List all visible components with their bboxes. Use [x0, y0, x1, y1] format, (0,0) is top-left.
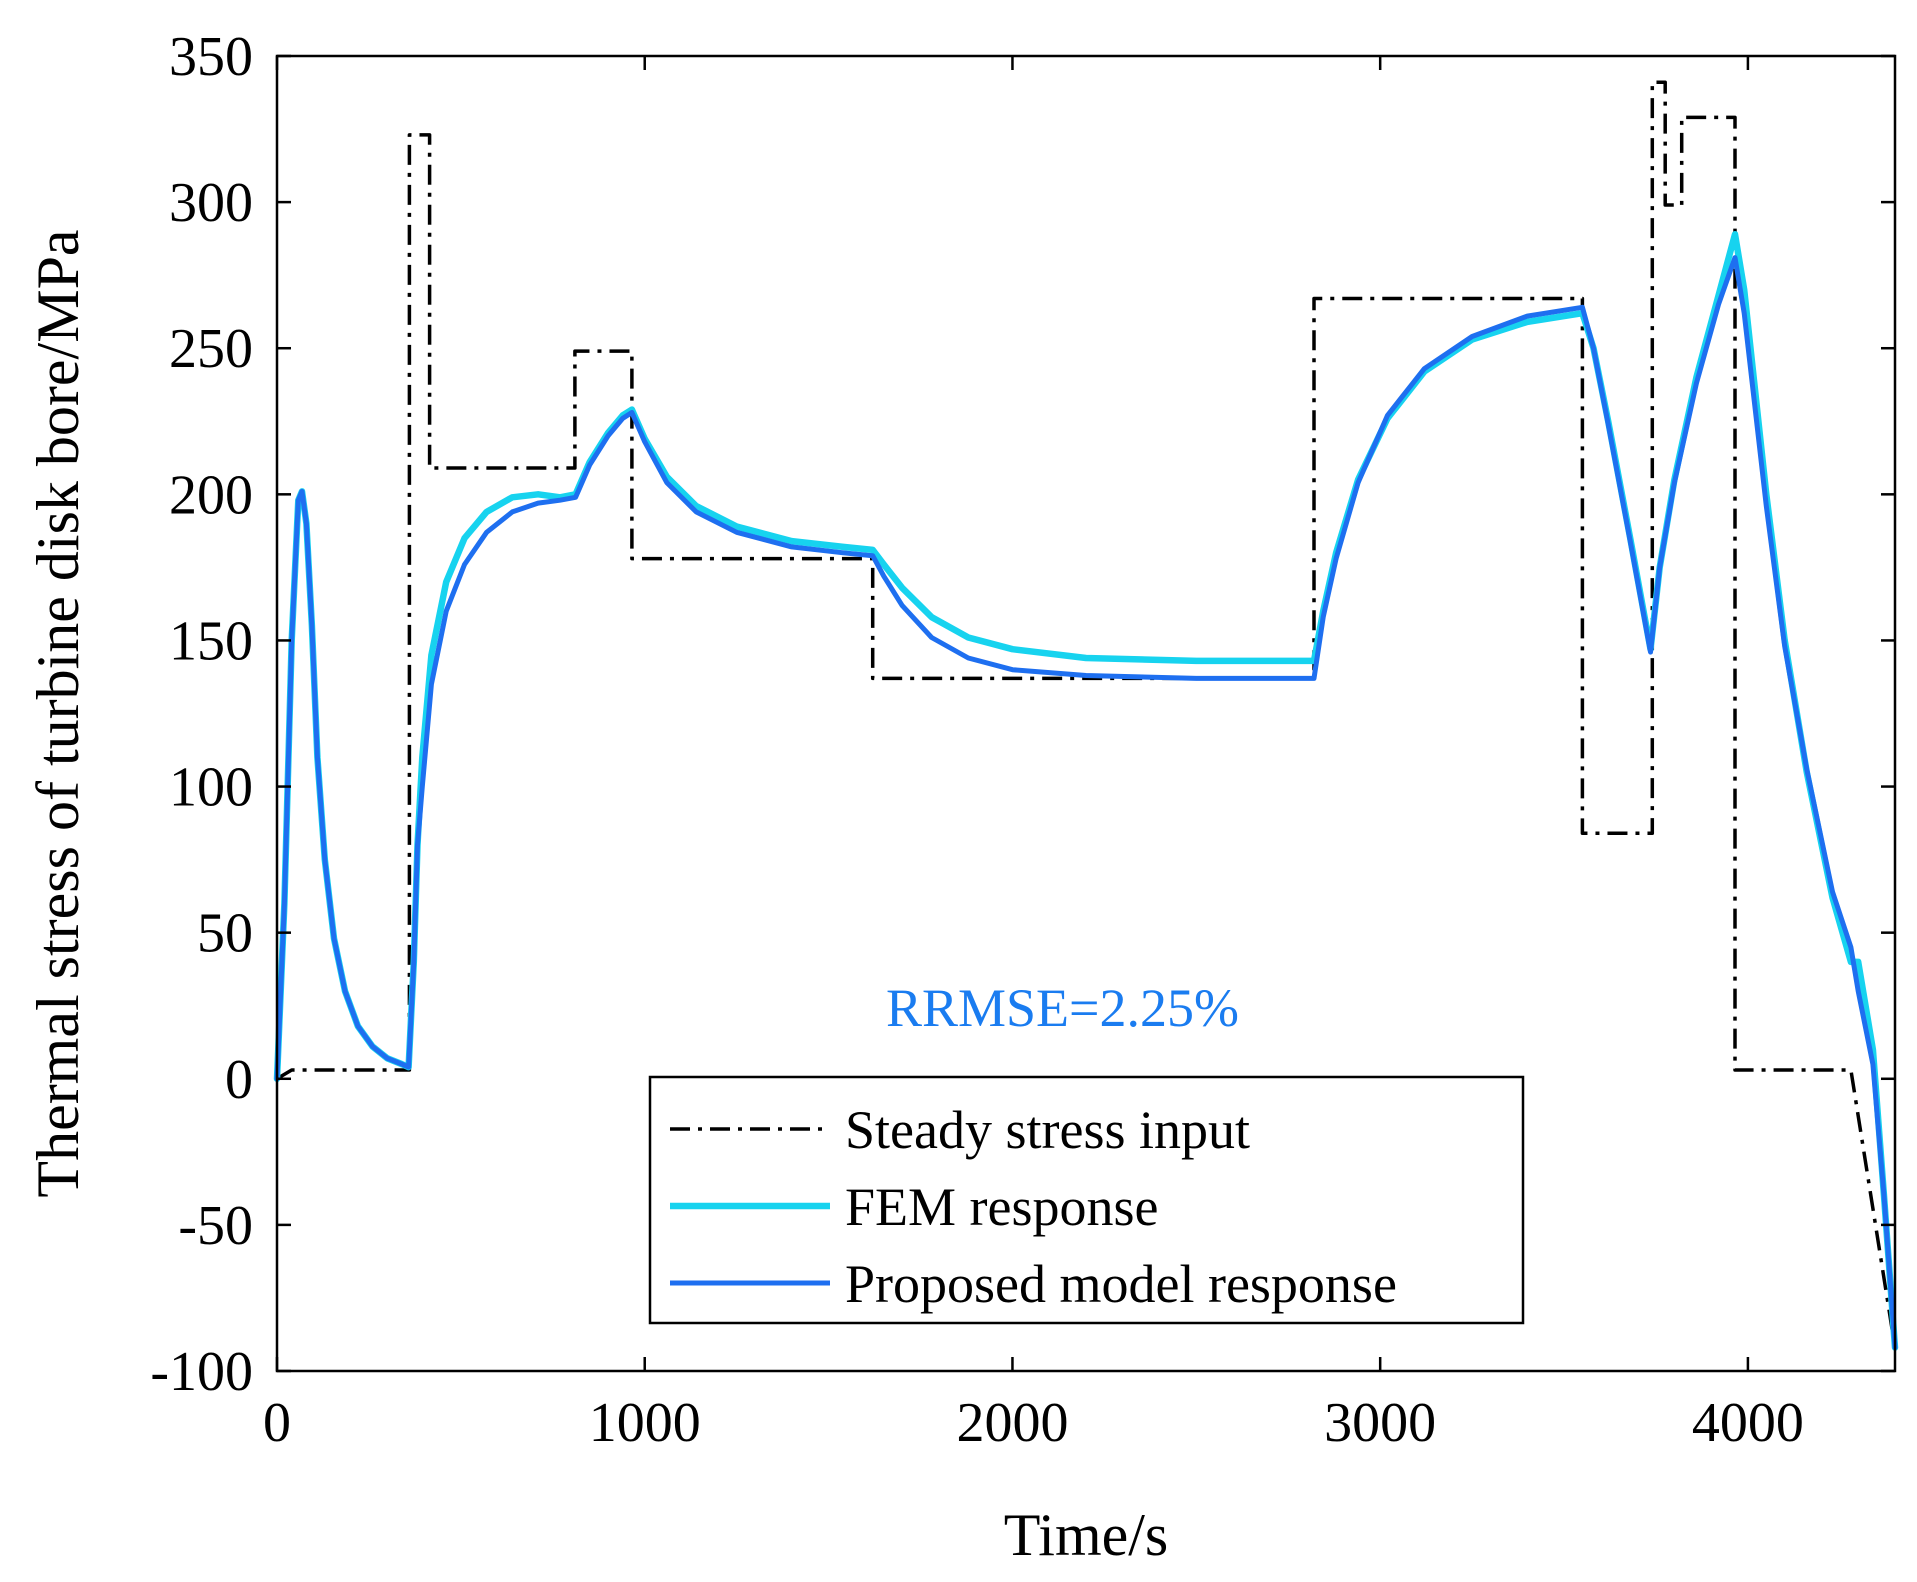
x-axis-label: Time/s	[1004, 1502, 1169, 1568]
series-layer	[273, 80, 1899, 1351]
y-tick-label: 0	[225, 1049, 253, 1111]
y-tick-label: 250	[169, 318, 253, 380]
y-tick-label: 300	[169, 172, 253, 234]
y-tick-label: 100	[169, 757, 253, 819]
x-axis-ticks: 0 1000 2000 3000 4000	[263, 56, 1804, 1454]
y-tick-label: 350	[169, 26, 253, 88]
y-axis-ticks: -100 -50 0 50 100 150 200 250 300 350	[150, 26, 1895, 1403]
y-tick-label: 200	[169, 464, 253, 526]
x-tick-label: 4000	[1692, 1392, 1804, 1454]
x-tick-label: 2000	[956, 1392, 1068, 1454]
y-tick-label: 50	[197, 903, 253, 965]
y-tick-label: -100	[150, 1341, 253, 1403]
legend: Steady stress input FEM response Proposed …	[648, 1075, 1525, 1325]
legend-label: Proposed model response	[845, 1254, 1397, 1314]
y-axis-label: Thermal stress of turbine disk bore/MPa	[25, 229, 91, 1197]
plot-frame	[275, 54, 1897, 1373]
y-tick-label: -50	[178, 1195, 253, 1257]
rrmse-annotation: RRMSE=2.25%	[886, 978, 1239, 1038]
x-tick-label: 3000	[1324, 1392, 1436, 1454]
y-tick-label: 150	[169, 610, 253, 672]
x-tick-label: 0	[263, 1392, 291, 1454]
legend-label: FEM response	[845, 1177, 1158, 1237]
legend-label: Steady stress input	[845, 1100, 1250, 1160]
series-line-proposed-model-response	[274, 255, 1898, 1351]
x-tick-label: 1000	[589, 1392, 701, 1454]
